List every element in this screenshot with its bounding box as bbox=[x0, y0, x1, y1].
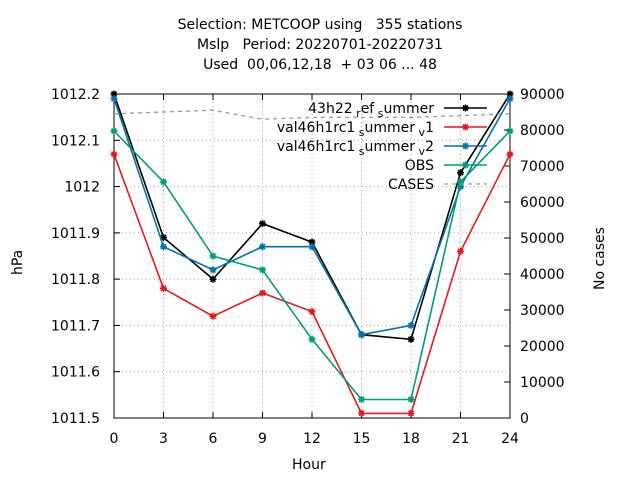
legend-marker-0 bbox=[462, 104, 469, 112]
series-point-0 bbox=[407, 335, 415, 343]
y-tick-label: 1011.7 bbox=[51, 318, 100, 334]
series-point-0 bbox=[308, 238, 316, 246]
series-point-3 bbox=[506, 127, 514, 135]
series-point-1 bbox=[457, 247, 464, 255]
y-tick-label: 1012.2 bbox=[51, 87, 100, 103]
legend-label-3: OBS bbox=[405, 158, 434, 174]
series-point-3 bbox=[160, 178, 167, 186]
series-point-2 bbox=[160, 243, 167, 251]
series-point-2 bbox=[358, 331, 365, 339]
series-point-3 bbox=[358, 395, 365, 403]
y-tick-label: 1011.5 bbox=[51, 411, 100, 427]
x-tick-label: 9 bbox=[258, 431, 267, 447]
series-point-1 bbox=[209, 312, 217, 320]
series-point-3 bbox=[259, 266, 266, 274]
series-point-0 bbox=[110, 90, 118, 98]
x-tick-label: 0 bbox=[110, 431, 119, 447]
x-tick-label: 6 bbox=[209, 431, 218, 447]
series-point-3 bbox=[209, 252, 217, 260]
series-point-0 bbox=[506, 90, 514, 98]
y2-tick-label: 30000 bbox=[520, 303, 565, 319]
y2-tick-label: 50000 bbox=[520, 231, 565, 247]
series-point-3 bbox=[110, 127, 118, 135]
series-point-3 bbox=[407, 395, 415, 403]
chart-title-line-1: Selection: METCOOP using 355 stations bbox=[177, 17, 463, 33]
series-point-2 bbox=[457, 183, 464, 191]
series-point-0 bbox=[209, 275, 217, 283]
series-point-0 bbox=[259, 220, 266, 228]
series-point-1 bbox=[308, 308, 316, 316]
chart-title-line-3: Used 00,06,12,18 + 03 06 ... 48 bbox=[203, 57, 437, 73]
chart-title-line-2: Mslp Period: 20220701-20220731 bbox=[197, 37, 443, 53]
y-tick-label: 1011.9 bbox=[51, 226, 100, 242]
series-point-1 bbox=[160, 284, 167, 292]
x-tick-label: 24 bbox=[501, 431, 519, 447]
y2-tick-label: 0 bbox=[520, 411, 529, 427]
y2-tick-label: 60000 bbox=[520, 195, 565, 211]
series-point-2 bbox=[407, 321, 415, 329]
series-line-3 bbox=[113, 130, 511, 401]
y-tick-label: 1012 bbox=[64, 180, 100, 196]
series-point-1 bbox=[259, 289, 266, 297]
legend-marker-3 bbox=[462, 161, 469, 169]
x-tick-label: 18 bbox=[402, 431, 420, 447]
y2-tick-label: 40000 bbox=[520, 267, 565, 283]
series-point-1 bbox=[358, 409, 365, 417]
series-point-3 bbox=[457, 178, 464, 186]
y2-tick-label: 90000 bbox=[520, 87, 565, 103]
y-tick-label: 1012.1 bbox=[51, 133, 100, 149]
legend-label-4: CASES bbox=[388, 177, 434, 193]
series-point-2 bbox=[209, 266, 217, 274]
y2-tick-label: 70000 bbox=[520, 159, 565, 175]
series-point-3 bbox=[308, 335, 316, 343]
x-tick-label: 3 bbox=[159, 431, 168, 447]
series-point-0 bbox=[457, 169, 464, 177]
x-axis-label: Hour bbox=[292, 457, 326, 473]
x-tick-label: 12 bbox=[303, 431, 321, 447]
series-point-2 bbox=[308, 243, 316, 251]
y-tick-label: 1011.6 bbox=[51, 365, 100, 381]
legend-marker-2 bbox=[462, 142, 469, 150]
series-point-1 bbox=[110, 150, 118, 158]
series-point-1 bbox=[506, 150, 514, 158]
y2-tick-label: 20000 bbox=[520, 339, 565, 355]
y-tick-label: 1011.8 bbox=[51, 272, 100, 288]
series-point-1 bbox=[407, 409, 415, 417]
y2-tick-label: 10000 bbox=[520, 375, 565, 391]
x-tick-label: 21 bbox=[452, 431, 470, 447]
legend-marker-1 bbox=[462, 123, 469, 131]
legend-label-0: 43h22 ref summer bbox=[308, 101, 434, 120]
series-point-2 bbox=[259, 243, 266, 251]
series-line-4 bbox=[113, 109, 511, 120]
x-tick-label: 15 bbox=[353, 431, 371, 447]
legend-label-2: val46h1rc1 summer v2 bbox=[277, 139, 434, 158]
series-point-2 bbox=[506, 95, 514, 103]
y2-tick-label: 80000 bbox=[520, 123, 565, 139]
legend-label-1: val46h1rc1 summer v1 bbox=[277, 120, 434, 139]
series-point-2 bbox=[110, 95, 118, 103]
series-point-0 bbox=[160, 233, 167, 241]
